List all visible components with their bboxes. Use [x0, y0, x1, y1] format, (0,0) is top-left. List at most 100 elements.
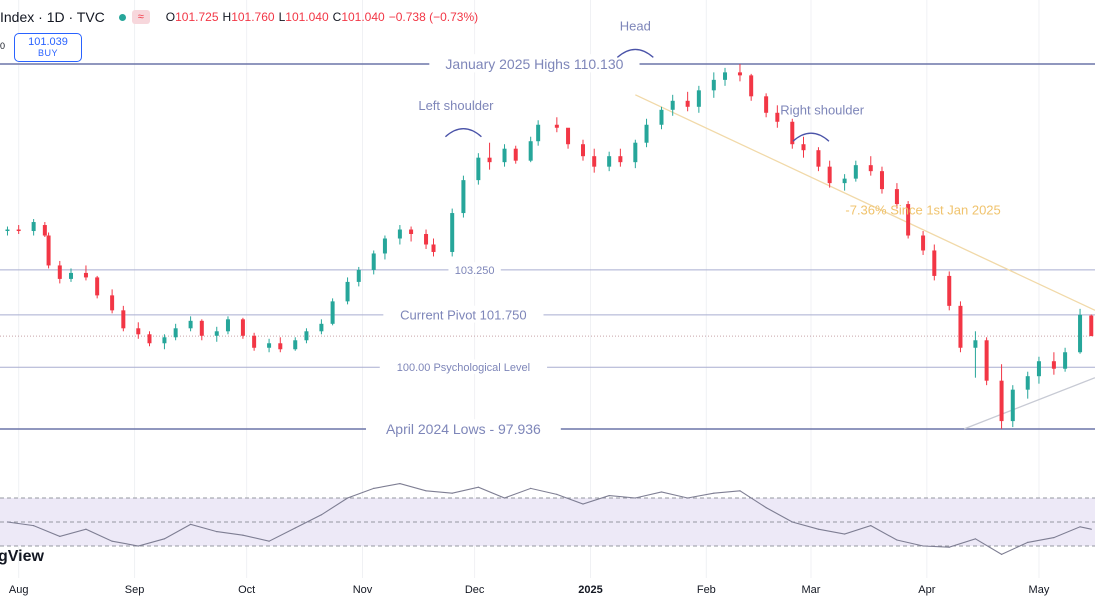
candle-body-2 [31, 222, 36, 232]
candle-body-12 [147, 334, 152, 344]
rsi-point-19 [503, 497, 506, 499]
level-label-bg-4 [379, 359, 548, 374]
wave-icon[interactable]: ≈ [131, 10, 150, 24]
candle-body-7 [83, 272, 88, 278]
rsi-point-27 [713, 492, 715, 494]
candle-body-10 [121, 310, 126, 329]
rsi-point-16 [425, 490, 427, 492]
candle-body-69 [894, 189, 899, 205]
month-grid [18, 0, 1040, 578]
candle-body-62 [801, 144, 806, 151]
open-value: 101.725 [175, 10, 219, 24]
x-tick-label-5: 2025 [578, 584, 602, 596]
rsi-point-23 [608, 495, 610, 497]
candle-body-25 [319, 323, 324, 332]
candle-body-56 [723, 72, 728, 80]
candle-body-36 [461, 180, 466, 214]
x-axis: Aug Sep Oct Nov Dec 2025 Feb Mar Apr May [9, 584, 1050, 596]
candle-body-21 [267, 343, 272, 348]
rsi-point-12 [320, 514, 322, 516]
level-label-1: 103.250 [455, 265, 495, 277]
rsi-point-3 [85, 528, 87, 530]
candle-body-43 [554, 124, 559, 128]
x-tick-label-0: Aug [9, 584, 29, 596]
annotation-label-1: Head [620, 18, 651, 33]
rsi-point-39 [1027, 541, 1029, 544]
rsi-point-7 [189, 523, 192, 526]
rsi-point-6 [163, 538, 166, 540]
candle-body-19 [240, 319, 245, 336]
candle-body-57 [737, 72, 742, 76]
candle-body-42 [536, 124, 541, 142]
rsi-point-36 [948, 546, 950, 548]
candle-body-0 [5, 229, 10, 232]
candle-body-33 [424, 234, 429, 245]
x-tick-label-4: Dec [465, 584, 485, 596]
low-label: L [278, 10, 286, 24]
candle-body-50 [644, 124, 649, 143]
candle-body-55 [711, 79, 716, 91]
candle-body-71 [921, 235, 926, 251]
candle-body-46 [592, 156, 597, 167]
horizontal-levels: January 2025 Highs 110.130 103.250 Current… [0, 54, 1095, 438]
rsi-point-13 [346, 497, 349, 499]
close-label: C [332, 10, 342, 24]
rsi-point-35 [922, 545, 924, 547]
rsi-point-42 [1090, 528, 1092, 530]
candle-body-27 [345, 281, 350, 302]
rsi-point-8 [216, 531, 218, 533]
candle-body-31 [397, 229, 402, 239]
rsi-point-38 [1000, 553, 1003, 556]
candle-body-9 [110, 295, 115, 311]
candle-body-32 [409, 229, 414, 235]
level-label-bg-1 [448, 262, 501, 277]
candle-body-26 [330, 301, 335, 324]
candle-body-60 [775, 112, 780, 122]
candle-body-70 [906, 204, 911, 236]
annotation-arc-1 [616, 48, 654, 58]
rsi-point-10 [268, 540, 270, 542]
candle-body-53 [685, 100, 690, 107]
candle-body-3 [42, 225, 47, 236]
candle-body-66 [853, 165, 858, 179]
candle-body-14 [173, 328, 178, 338]
trendline-1 [963, 377, 1095, 430]
candle-body-38 [487, 157, 492, 163]
candle-body-39 [502, 148, 507, 163]
rsi-point-0 [6, 521, 9, 523]
rsi-point-40 [1053, 537, 1055, 539]
rsi-point-14 [373, 487, 375, 489]
candle-body-18 [225, 319, 230, 332]
rsi-point-33 [870, 525, 872, 527]
rsi-point-26 [687, 497, 689, 499]
candle-body-65 [842, 178, 847, 184]
pattern-annotations: Left shoulder Head Right shoulder -7.36% Si… [418, 18, 1000, 217]
buy-button[interactable]: 101.039 BUY [14, 33, 82, 62]
candle-body-83 [1078, 314, 1083, 353]
rsi-pane [0, 483, 1095, 556]
x-tick-label-7: Mar [801, 584, 820, 596]
rsi-point-28 [739, 490, 741, 492]
candle-body-68 [879, 171, 884, 190]
candle-body-34 [431, 244, 436, 252]
rsi-point-25 [660, 491, 663, 493]
symbol-title[interactable]: Index · 1D · TVC [0, 9, 105, 25]
level-label-bg-5 [366, 419, 561, 438]
candle-body-47 [607, 156, 612, 167]
candle-body-29 [371, 253, 376, 270]
open-label: O [165, 10, 176, 24]
rsi-point-30 [791, 521, 793, 523]
rsi-point-9 [242, 534, 244, 536]
close-value: 101.040 [341, 10, 385, 24]
rsi-point-18 [477, 486, 479, 488]
high-value: 101.760 [231, 10, 275, 24]
candle-body-54 [696, 90, 701, 107]
candle-body-59 [764, 96, 769, 113]
level-label-5: April 2024 Lows - 97.936 [386, 421, 541, 437]
candle-body-80 [1036, 361, 1041, 377]
rsi-point-17 [451, 492, 453, 494]
candle-body-79 [1025, 376, 1030, 390]
rsi-point-4 [111, 540, 113, 542]
candle-body-23 [293, 340, 298, 350]
